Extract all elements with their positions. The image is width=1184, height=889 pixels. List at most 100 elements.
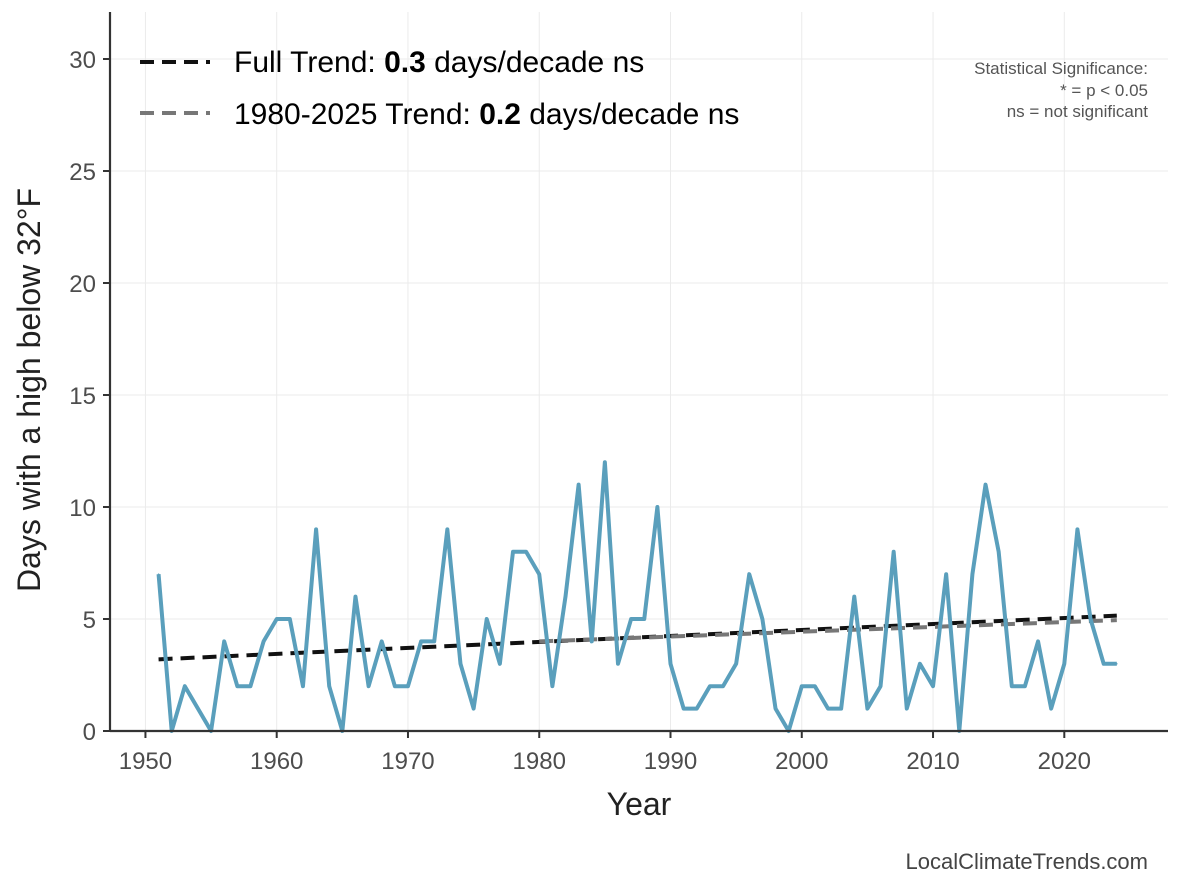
x-tick-label: 2000 bbox=[775, 748, 828, 775]
data-point bbox=[879, 685, 882, 687]
data-point bbox=[1116, 663, 1118, 665]
legend-label-recent-trend: 1980-2025 Trend: 0.2 days/decade ns bbox=[234, 98, 739, 131]
significance-line-2: * = p < 0.05 bbox=[1060, 81, 1148, 100]
data-point bbox=[656, 506, 659, 508]
data-point bbox=[380, 640, 383, 643]
y-tick-label: 15 bbox=[69, 383, 96, 410]
data-point bbox=[1050, 707, 1052, 710]
data-point bbox=[853, 595, 856, 598]
significance-line-3: ns = not significant bbox=[1007, 102, 1149, 121]
data-point bbox=[275, 618, 278, 620]
significance-line-1: Statistical Significance: bbox=[974, 59, 1148, 78]
x-tick-label: 1960 bbox=[250, 748, 303, 775]
y-tick-label: 25 bbox=[69, 159, 96, 186]
data-point bbox=[236, 685, 239, 687]
y-tick-label: 0 bbox=[83, 719, 96, 746]
data-point bbox=[997, 551, 1000, 553]
data-point bbox=[525, 551, 527, 553]
data-point bbox=[971, 573, 974, 575]
data-point bbox=[420, 640, 422, 643]
data-point bbox=[617, 663, 619, 665]
data-point bbox=[433, 640, 436, 643]
data-point bbox=[1037, 640, 1039, 643]
credit-text: LocalClimateTrends.com bbox=[906, 849, 1149, 874]
trend-lines bbox=[158, 613, 1117, 662]
data-point bbox=[945, 573, 947, 575]
data-point bbox=[827, 707, 829, 710]
data-point bbox=[814, 685, 816, 687]
legend-recent-trend-prefix: 1980-2025 Trend: bbox=[234, 98, 479, 131]
grid-lines bbox=[110, 12, 1168, 732]
data-point bbox=[472, 707, 475, 710]
data-point bbox=[459, 663, 462, 665]
data-point bbox=[564, 595, 567, 598]
x-tick-label: 1990 bbox=[644, 748, 697, 775]
data-point bbox=[1089, 618, 1092, 620]
data-point bbox=[722, 685, 724, 687]
significance-note: Statistical Significance: * = p < 0.05 n… bbox=[974, 59, 1148, 121]
data-point bbox=[1024, 685, 1026, 687]
data-point bbox=[919, 663, 921, 665]
data-point bbox=[289, 618, 291, 620]
legend-full-trend-suffix: days/decade ns bbox=[426, 46, 644, 79]
data-point bbox=[892, 551, 895, 553]
data-point bbox=[354, 595, 357, 598]
axes bbox=[108, 12, 1168, 733]
data-point bbox=[984, 483, 987, 486]
data-series bbox=[156, 460, 1118, 733]
x-tick-label: 1950 bbox=[119, 748, 172, 775]
data-point bbox=[249, 685, 252, 687]
data-point bbox=[735, 663, 737, 665]
data-point bbox=[604, 461, 606, 464]
data-point bbox=[905, 707, 908, 710]
y-tick-label: 20 bbox=[69, 271, 96, 298]
data-point bbox=[499, 663, 501, 665]
data-point bbox=[184, 685, 186, 687]
data-point bbox=[709, 685, 711, 687]
data-point bbox=[866, 707, 869, 710]
data-point bbox=[485, 618, 488, 620]
data-point bbox=[538, 573, 541, 575]
data-point bbox=[315, 528, 317, 531]
legend-full-trend-value: 0.3 bbox=[384, 46, 426, 79]
data-point bbox=[328, 685, 331, 687]
data-point bbox=[774, 707, 777, 710]
data-point bbox=[590, 640, 593, 643]
data-point bbox=[551, 685, 554, 687]
data-point bbox=[512, 551, 514, 553]
x-tick-label: 2020 bbox=[1038, 748, 1091, 775]
data-point bbox=[630, 618, 632, 620]
y-axis-title: Days with a high below 32°F bbox=[11, 188, 47, 592]
data-point bbox=[761, 618, 764, 620]
x-axis-title: Year bbox=[607, 786, 672, 822]
data-point bbox=[840, 707, 842, 710]
legend-recent-trend-value: 0.2 bbox=[479, 98, 521, 131]
x-tick-label: 2010 bbox=[906, 748, 959, 775]
data-point bbox=[262, 640, 265, 643]
data-point bbox=[302, 685, 304, 687]
data-point bbox=[223, 640, 226, 643]
y-tick-label: 5 bbox=[83, 607, 96, 634]
data-point bbox=[157, 573, 160, 575]
data-point bbox=[643, 618, 646, 620]
x-tick-label: 1980 bbox=[513, 748, 566, 775]
legend-label-full-trend: Full Trend: 0.3 days/decade ns bbox=[234, 46, 644, 79]
data-point bbox=[748, 573, 751, 575]
legend: Full Trend: 0.3 days/decade ns 1980-2025… bbox=[140, 46, 739, 131]
data-point bbox=[932, 685, 934, 687]
data-point bbox=[197, 707, 199, 710]
y-tick-label: 10 bbox=[69, 495, 96, 522]
data-point bbox=[669, 663, 672, 665]
data-point bbox=[682, 707, 685, 710]
data-point bbox=[446, 528, 449, 531]
data-point bbox=[577, 483, 580, 486]
axis-ticks: 0 5 10 15 20 25 30 1950 1960 1970 1980 1990 2000 2010… bbox=[69, 47, 1091, 775]
y-tick-label: 30 bbox=[69, 47, 96, 74]
data-point bbox=[1076, 528, 1079, 531]
data-point bbox=[1102, 663, 1105, 665]
data-point bbox=[1010, 685, 1013, 687]
full-trend-line bbox=[158, 613, 1117, 662]
data-point bbox=[394, 685, 396, 687]
data-point bbox=[695, 707, 698, 710]
